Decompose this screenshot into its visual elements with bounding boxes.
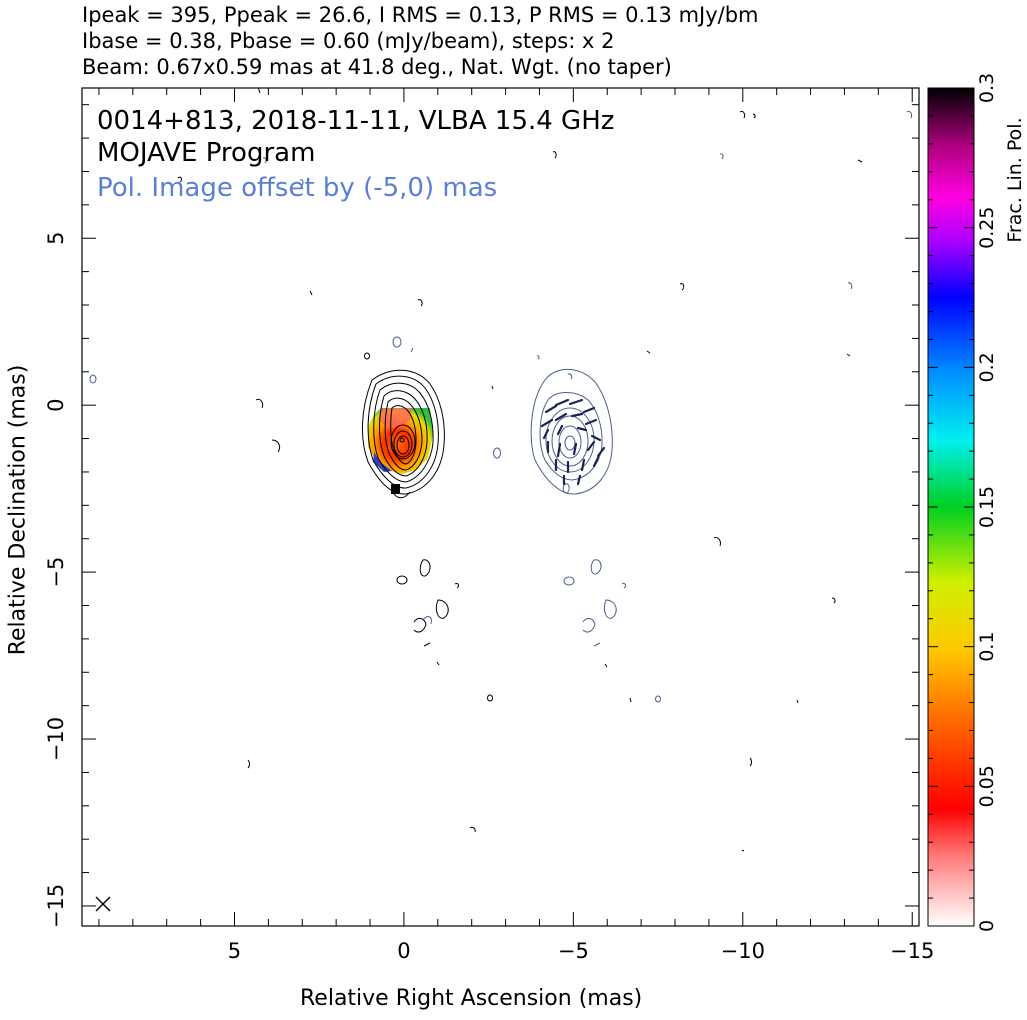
i-contour-tail: [391, 489, 411, 499]
evpa-stick: [592, 456, 600, 468]
evpa-stick: [580, 458, 586, 472]
i-contour-1: [361, 369, 445, 495]
evpa-stick: [544, 404, 558, 414]
stokes-i-contours: [361, 369, 445, 499]
y-tick-label: −5: [44, 557, 68, 588]
y-tick-label: −15: [44, 884, 68, 928]
header-line-2: Ibase = 0.38, Pbase = 0.60 (mJy/beam), s…: [82, 29, 615, 53]
evpa-stick: [568, 398, 584, 406]
evpa-stick: [582, 406, 596, 414]
i-contour-10: [399, 437, 405, 443]
axis-ticks: [82, 88, 919, 926]
source-annotation: 0014+813, 2018-11-11, VLBA 15.4 GHz: [97, 106, 614, 136]
x-tick-label: −5: [558, 939, 589, 963]
y-axis-label: Relative Declination (mas): [5, 364, 31, 656]
i-contour-6: [390, 405, 417, 465]
evpa-stick: [576, 426, 588, 432]
evpa-stick: [554, 398, 570, 407]
x-tick-labels: 5 0 −5 −10 −15: [228, 939, 935, 963]
x-tick-label: 0: [397, 939, 410, 963]
i-contour-8: [393, 430, 413, 458]
p-contour-2: [539, 392, 603, 481]
y-tick-label: 5: [44, 232, 68, 245]
x-tick-label: −15: [890, 939, 934, 963]
evpa-stick: [570, 412, 584, 418]
x-tick-label: −10: [721, 939, 765, 963]
colorbar-tick-label: 0: [976, 920, 998, 932]
colorbar-tick-label: 0.3: [976, 73, 998, 103]
i-contour-4: [379, 390, 428, 477]
evpa-vectors: [540, 398, 606, 486]
offset-annotation: Pol. Image offset by (-5,0) mas: [97, 173, 497, 203]
beam-marker: [95, 896, 111, 912]
p-contour-6: [564, 435, 576, 451]
i-contour-9: [396, 435, 410, 455]
x-axis-label: Relative Right Ascension (mas): [300, 986, 643, 1011]
evpa-stick: [556, 424, 564, 436]
p-contour-3: [545, 407, 595, 473]
evpa-stick: [584, 418, 598, 426]
p-contour-1: [530, 368, 613, 495]
program-annotation: MOJAVE Program: [97, 138, 315, 168]
evpa-stick: [556, 442, 562, 458]
header-line-1: Ipeak = 395, Ppeak = 26.6, I RMS = 0.13,…: [82, 3, 759, 27]
x-tick-label: 5: [228, 939, 241, 963]
colorbar-tick-label: 0.05: [976, 765, 998, 807]
y-tick-label: 0: [44, 398, 68, 411]
pol-intensity-contours: [89, 111, 913, 703]
y-tick-labels: 5 0 −5 −10 −15: [44, 232, 68, 929]
evpa-stick: [554, 412, 568, 422]
stokes-i-noise-contours: [177, 88, 863, 852]
i-contour-7: [390, 424, 416, 460]
p-contour-4: [551, 415, 589, 467]
i-contour-5: [384, 397, 423, 471]
plot-frame: [81, 87, 920, 927]
colorbar-tick-label: 0.15: [976, 486, 998, 528]
evpa-stick: [576, 474, 582, 486]
evpa-stick: [572, 442, 578, 456]
evpa-stick: [540, 418, 554, 428]
colorbar-tick-label: 0.25: [976, 207, 998, 249]
colorbar-label: Frac. Lin. Pol.: [1004, 117, 1026, 243]
fracpol-edge-high: [373, 452, 392, 472]
colorbar-ticks: 0 0.05 0.1 0.15 0.2 0.25 0.3: [928, 73, 998, 932]
header-line-3: Beam: 0.67x0.59 mas at 41.8 deg., Nat. W…: [82, 55, 672, 79]
fracpol-high-pixels: [391, 484, 400, 494]
i-contour-3: [373, 382, 434, 483]
colorbar-tick-label: 0.1: [976, 632, 998, 662]
evpa-stick: [596, 446, 606, 458]
colorbar-tick-label: 0.2: [976, 352, 998, 382]
evpa-stick: [586, 440, 596, 452]
p-contour-5: [558, 425, 582, 459]
i-contour-2: [367, 375, 439, 489]
y-tick-label: −10: [44, 717, 68, 761]
evpa-stick: [590, 434, 602, 442]
evpa-stick: [542, 428, 550, 440]
